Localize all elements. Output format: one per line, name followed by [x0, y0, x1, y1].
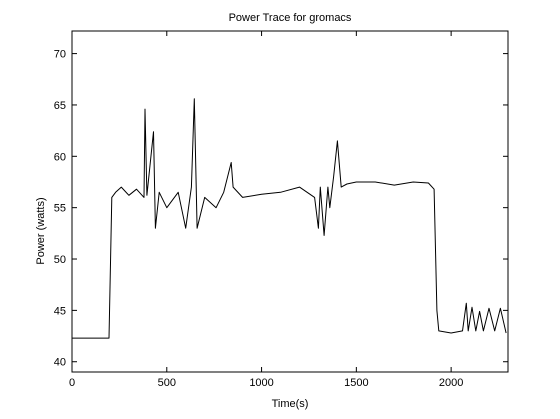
y-tick-label: 55 [54, 203, 66, 215]
y-tick-label: 45 [54, 305, 66, 317]
chart-marks [72, 98, 507, 339]
x-tick-label: 2000 [439, 377, 463, 389]
y-tick-label: 40 [54, 357, 66, 369]
y-axis-label: Power (watts) [35, 197, 47, 264]
y-tick-label: 60 [54, 151, 66, 163]
y-tick-label: 70 [54, 49, 66, 61]
chart-title: Power Trace for gromacs [229, 12, 352, 24]
x-tick-label: 1500 [344, 377, 368, 389]
plot-area-frame [71, 30, 509, 373]
axis-ticks: 0 500 1000 1500 2000 40 45 50 55 60 65 70 [54, 31, 508, 389]
x-tick-label: 0 [69, 377, 75, 389]
x-axis-label: Time(s) [272, 398, 309, 410]
x-tick-label: 1000 [249, 377, 273, 389]
series-line-power [72, 98, 507, 339]
x-tick-label: 500 [158, 377, 176, 389]
y-tick-label: 65 [54, 100, 66, 112]
y-tick-label: 50 [54, 254, 66, 266]
